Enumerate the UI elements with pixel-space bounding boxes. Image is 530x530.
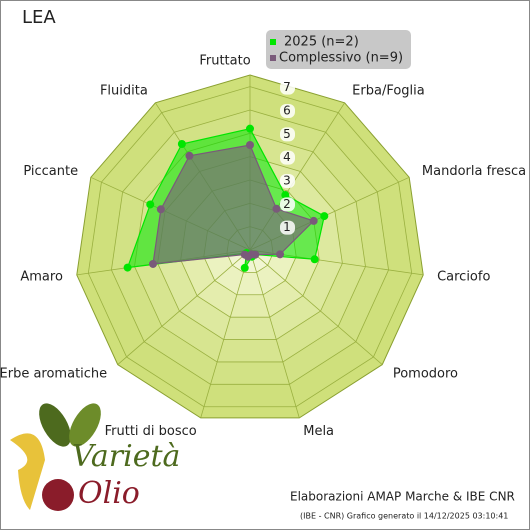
axis-label: Pomodoro: [393, 366, 458, 381]
r-tick-label: 3: [283, 174, 291, 188]
tick-label-bg: [280, 197, 295, 212]
r-tick-label: 5: [283, 127, 291, 141]
axis-label: Amaro: [20, 269, 63, 284]
legend: 2025 (n=2)Complessivo (n=9): [266, 30, 411, 69]
data-point: [246, 141, 254, 149]
credits: Elaborazioni AMAP Marche & IBE CNR: [290, 490, 515, 504]
axis-label: Fruttato: [199, 54, 250, 69]
legend-swatch: [270, 55, 276, 61]
data-point: [276, 250, 285, 259]
logo-leaf: [69, 403, 101, 447]
chart-title: LEA: [22, 7, 56, 28]
logo: Varietà Olio: [10, 403, 180, 511]
logo-text: Varietà: [72, 439, 180, 474]
data-point: [240, 250, 249, 259]
tick-label-bg: [280, 127, 295, 142]
legend-swatch: [270, 39, 276, 45]
logo-olive: [42, 479, 74, 511]
axis-label: Mela: [303, 424, 334, 439]
r-tick-label: 1: [283, 220, 291, 234]
axis-label: Mandorla fresca: [422, 164, 526, 179]
axis-label: Erbe aromatiche: [0, 366, 107, 381]
axis-spoke: [117, 249, 251, 365]
r-tick-label: 7: [283, 80, 291, 94]
footnote: (IBE - CNR) Grafico generato il 14/12/20…: [300, 512, 508, 521]
data-point: [146, 200, 155, 209]
logo-shape: [10, 433, 45, 510]
axis-spoke: [200, 249, 251, 419]
axis-spoke: [249, 249, 383, 365]
data-point: [320, 212, 329, 221]
data-point: [240, 263, 249, 272]
logo-text: Olio: [78, 476, 140, 511]
data-point: [310, 255, 319, 264]
tick-label-bg: [280, 150, 295, 165]
data-point: [177, 140, 186, 149]
data-point: [156, 205, 165, 214]
data-point: [123, 263, 132, 272]
data-point: [272, 204, 281, 213]
axis-label: Carciofo: [437, 269, 490, 284]
legend-label: Complessivo (n=9): [279, 51, 403, 66]
legend-label: 2025 (n=2): [284, 35, 359, 50]
data-point: [246, 124, 254, 133]
r-tick-label: 4: [283, 150, 291, 164]
axis-label: Piccante: [23, 164, 78, 179]
data-point: [281, 191, 290, 200]
axis-label: Fluidita: [100, 84, 148, 99]
axis-label: Erba/Foglia: [352, 84, 425, 99]
tick-label-bg: [280, 174, 295, 188]
data-point: [185, 151, 194, 160]
data-point: [148, 259, 157, 268]
tick-label-bg: [280, 104, 295, 118]
tick-label-bg: [280, 220, 295, 235]
axis-label: Frutti di bosco: [105, 424, 197, 439]
r-tick-label: 2: [283, 197, 291, 211]
axis-spoke: [249, 249, 300, 419]
tick-label-bg: [280, 80, 295, 95]
legend-box: [266, 30, 411, 69]
logo-leaf: [39, 403, 71, 447]
r-tick-label: 6: [283, 104, 291, 118]
data-point: [309, 216, 318, 225]
